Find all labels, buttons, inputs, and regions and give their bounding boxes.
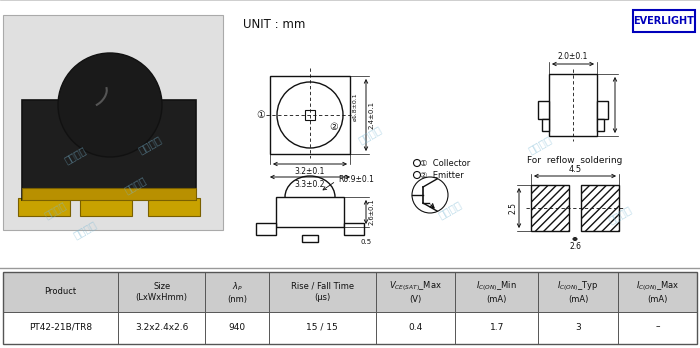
Bar [581,185,619,231]
Bar [276,197,344,227]
Text: ø1.8±0.1: ø1.8±0.1 [353,93,358,121]
Text: 2.0±0.1: 2.0±0.1 [558,52,588,61]
Bar [549,74,597,136]
Bar [538,101,549,119]
Bar [22,100,196,200]
Text: 超毅电子: 超毅电子 [136,134,163,156]
Text: 15 / 15: 15 / 15 [307,323,338,332]
Circle shape [414,172,421,179]
Text: EVERLIGHT: EVERLIGHT [634,16,694,26]
Bar [3,272,697,344]
Bar [256,223,276,235]
Bar [597,101,608,119]
Bar [3,312,697,342]
Text: 超毅电子: 超毅电子 [607,204,634,226]
Text: ①: ① [257,110,265,120]
Text: $I_{C(ON)}$_Typ
(mA): $I_{C(ON)}$_Typ (mA) [557,279,598,304]
Text: 超毅电子: 超毅电子 [357,125,384,145]
Bar [3,272,697,312]
Text: –: – [655,323,659,332]
Bar [302,235,318,242]
Text: 超毅电子: 超毅电子 [42,200,68,220]
Text: R0.9±0.1: R0.9±0.1 [338,174,374,183]
Bar [633,10,695,32]
Text: 3.2x2.4x2.6: 3.2x2.4x2.6 [135,323,188,332]
Bar [531,185,569,231]
Text: Rise / Fall Time
(μs): Rise / Fall Time (μs) [290,282,354,302]
Text: 2.6: 2.6 [569,242,581,251]
Text: 超毅电子: 超毅电子 [71,220,98,240]
Text: ②: ② [330,122,338,132]
Text: ①  Collector: ① Collector [420,158,470,167]
Bar [18,198,70,216]
Text: $V_{CE(SAT)}$_Max
(V): $V_{CE(SAT)}$_Max (V) [389,279,442,304]
Text: 超毅电子: 超毅电子 [122,175,148,195]
Text: 超毅电子: 超毅电子 [62,145,88,165]
Text: 3.2±0.1: 3.2±0.1 [295,167,326,176]
Bar [148,198,200,216]
Text: $I_{C(ON)}$_Max
(mA): $I_{C(ON)}$_Max (mA) [636,279,679,304]
Text: For  reflow  soldering: For reflow soldering [527,156,623,165]
Circle shape [58,53,162,157]
Bar [3,15,223,230]
Text: 3.3±0.2: 3.3±0.2 [295,180,326,189]
Text: 1.7: 1.7 [489,323,504,332]
Text: UNIT : mm: UNIT : mm [243,18,305,31]
Text: PT42-21B/TR8: PT42-21B/TR8 [29,323,92,332]
Bar [344,223,364,235]
Text: 0.4: 0.4 [408,323,423,332]
Text: 2.6±0.1: 2.6±0.1 [369,199,375,225]
Text: Product: Product [44,287,76,296]
Text: 超毅电子: 超毅电子 [526,134,553,156]
Circle shape [277,82,343,148]
Circle shape [414,159,421,166]
Bar [270,76,350,154]
Bar [305,110,315,120]
Bar [542,119,549,131]
Text: ②  Emitter: ② Emitter [420,171,463,180]
Bar [597,119,604,131]
Text: Size
(LxWxHmm): Size (LxWxHmm) [136,282,188,302]
Text: 2.5: 2.5 [508,202,517,214]
Text: 0.5: 0.5 [360,239,372,245]
Bar [22,188,196,200]
Text: 4.5: 4.5 [568,165,582,174]
Circle shape [412,177,448,213]
Text: $I_{C(ON)}$_Min
(mA): $I_{C(ON)}$_Min (mA) [477,279,517,304]
Text: 超毅电子: 超毅电子 [437,199,463,221]
Bar [80,198,132,216]
Text: 940: 940 [228,323,246,332]
Text: 2.4±0.1: 2.4±0.1 [369,101,375,129]
Text: $\lambda_P$
(nm): $\lambda_P$ (nm) [227,280,247,304]
Text: 3: 3 [575,323,581,332]
